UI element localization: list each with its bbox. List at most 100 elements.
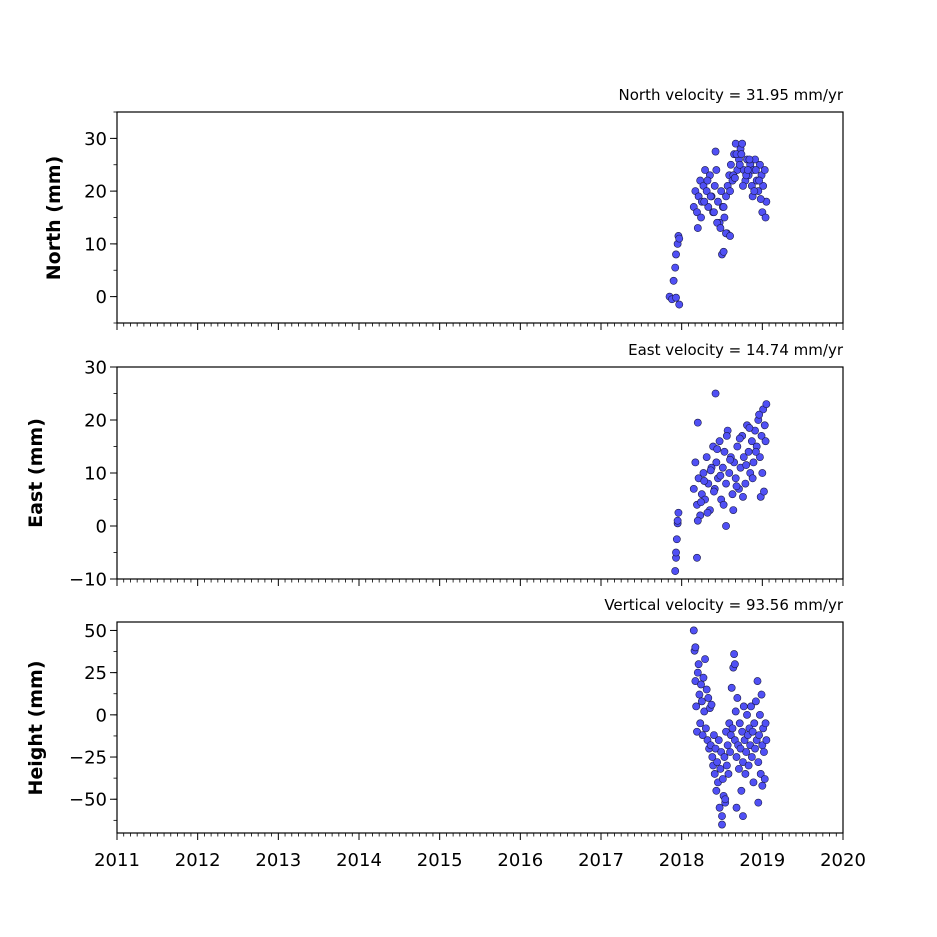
height-panel: Vertical velocity = 93.56 mm/yr Height (… <box>25 596 866 871</box>
data-point <box>700 197 709 206</box>
data-point <box>754 758 763 766</box>
data-point <box>760 166 769 174</box>
data-point <box>712 786 721 795</box>
data-point <box>702 453 711 461</box>
data-point <box>739 758 747 766</box>
data-point <box>691 643 700 652</box>
data-point <box>700 477 709 485</box>
data-point <box>738 727 747 736</box>
height-panel-ylabel: Height (mm) <box>25 660 47 795</box>
data-point <box>759 181 768 190</box>
data-point <box>672 250 680 259</box>
y-tick-label: 10 <box>84 464 107 485</box>
data-point <box>751 166 760 174</box>
x-tick-label: 2014 <box>336 850 382 871</box>
data-point <box>718 812 726 821</box>
data-point <box>735 434 744 443</box>
data-point <box>710 770 719 778</box>
data-point <box>731 660 739 669</box>
data-point <box>691 677 700 685</box>
data-point <box>722 479 730 488</box>
data-point <box>714 197 722 206</box>
x-tick-label: 2017 <box>578 850 624 871</box>
data-point <box>757 690 766 699</box>
data-point <box>719 203 728 211</box>
data-point <box>748 727 757 736</box>
data-point <box>671 263 680 272</box>
data-point <box>689 484 698 493</box>
data-point <box>761 719 770 728</box>
data-point <box>710 208 718 217</box>
data-point <box>731 707 740 716</box>
data-point <box>718 463 727 472</box>
data-point <box>728 724 737 733</box>
data-point <box>737 786 746 795</box>
data-point <box>739 453 748 461</box>
data-point <box>742 461 751 469</box>
y-tick-label: 20 <box>84 182 107 203</box>
data-point <box>727 683 736 692</box>
data-point <box>706 466 715 475</box>
data-point <box>691 458 700 467</box>
data-point <box>760 421 769 430</box>
data-point <box>697 680 705 689</box>
x-tick-label: 2016 <box>497 850 543 871</box>
data-point <box>732 803 741 812</box>
data-point <box>702 685 711 694</box>
data-point <box>741 479 750 488</box>
data-point <box>739 702 748 711</box>
data-point <box>697 213 705 222</box>
data-point <box>710 181 719 190</box>
data-point <box>720 213 729 222</box>
data-point <box>693 727 701 736</box>
x-tick-label: 2012 <box>175 850 221 871</box>
data-point <box>717 187 726 196</box>
data-point <box>737 150 746 159</box>
data-point <box>747 437 756 446</box>
data-point <box>756 770 765 778</box>
data-point <box>703 176 712 185</box>
x-tick-label: 2015 <box>417 850 463 871</box>
data-point <box>758 781 767 790</box>
data-point <box>707 700 716 709</box>
data-point <box>762 736 771 745</box>
data-point <box>701 166 709 174</box>
data-point <box>720 753 729 761</box>
data-point <box>697 498 705 507</box>
data-point <box>756 453 764 461</box>
data-point <box>751 697 760 706</box>
data-point <box>735 719 744 728</box>
data-point <box>747 702 755 711</box>
data-point <box>760 487 768 496</box>
data-point <box>745 424 754 432</box>
data-point <box>722 192 730 201</box>
data-point <box>730 650 738 658</box>
east-panel-ylabel: East (mm) <box>25 418 47 528</box>
data-point <box>749 458 758 467</box>
data-point <box>762 400 771 408</box>
data-point <box>750 187 759 196</box>
data-point <box>728 490 737 499</box>
data-point <box>760 748 768 756</box>
data-point <box>699 673 708 682</box>
y-tick-label: 0 <box>96 517 107 538</box>
data-point <box>711 147 720 156</box>
data-point <box>720 447 729 456</box>
east-panel-title: East velocity = 14.74 mm/yr <box>628 341 844 359</box>
data-point <box>711 744 720 753</box>
data-point <box>722 522 730 530</box>
data-point <box>750 719 759 728</box>
data-point <box>693 224 702 232</box>
data-point <box>696 719 705 728</box>
data-point <box>735 764 743 773</box>
data-point <box>739 181 747 190</box>
data-points <box>689 626 771 829</box>
data-point <box>744 761 753 770</box>
data-point <box>743 166 752 174</box>
data-points <box>671 389 771 575</box>
data-point <box>732 482 741 491</box>
x-tick-label: 2020 <box>820 850 866 871</box>
data-point <box>715 803 724 812</box>
data-point <box>704 203 713 211</box>
